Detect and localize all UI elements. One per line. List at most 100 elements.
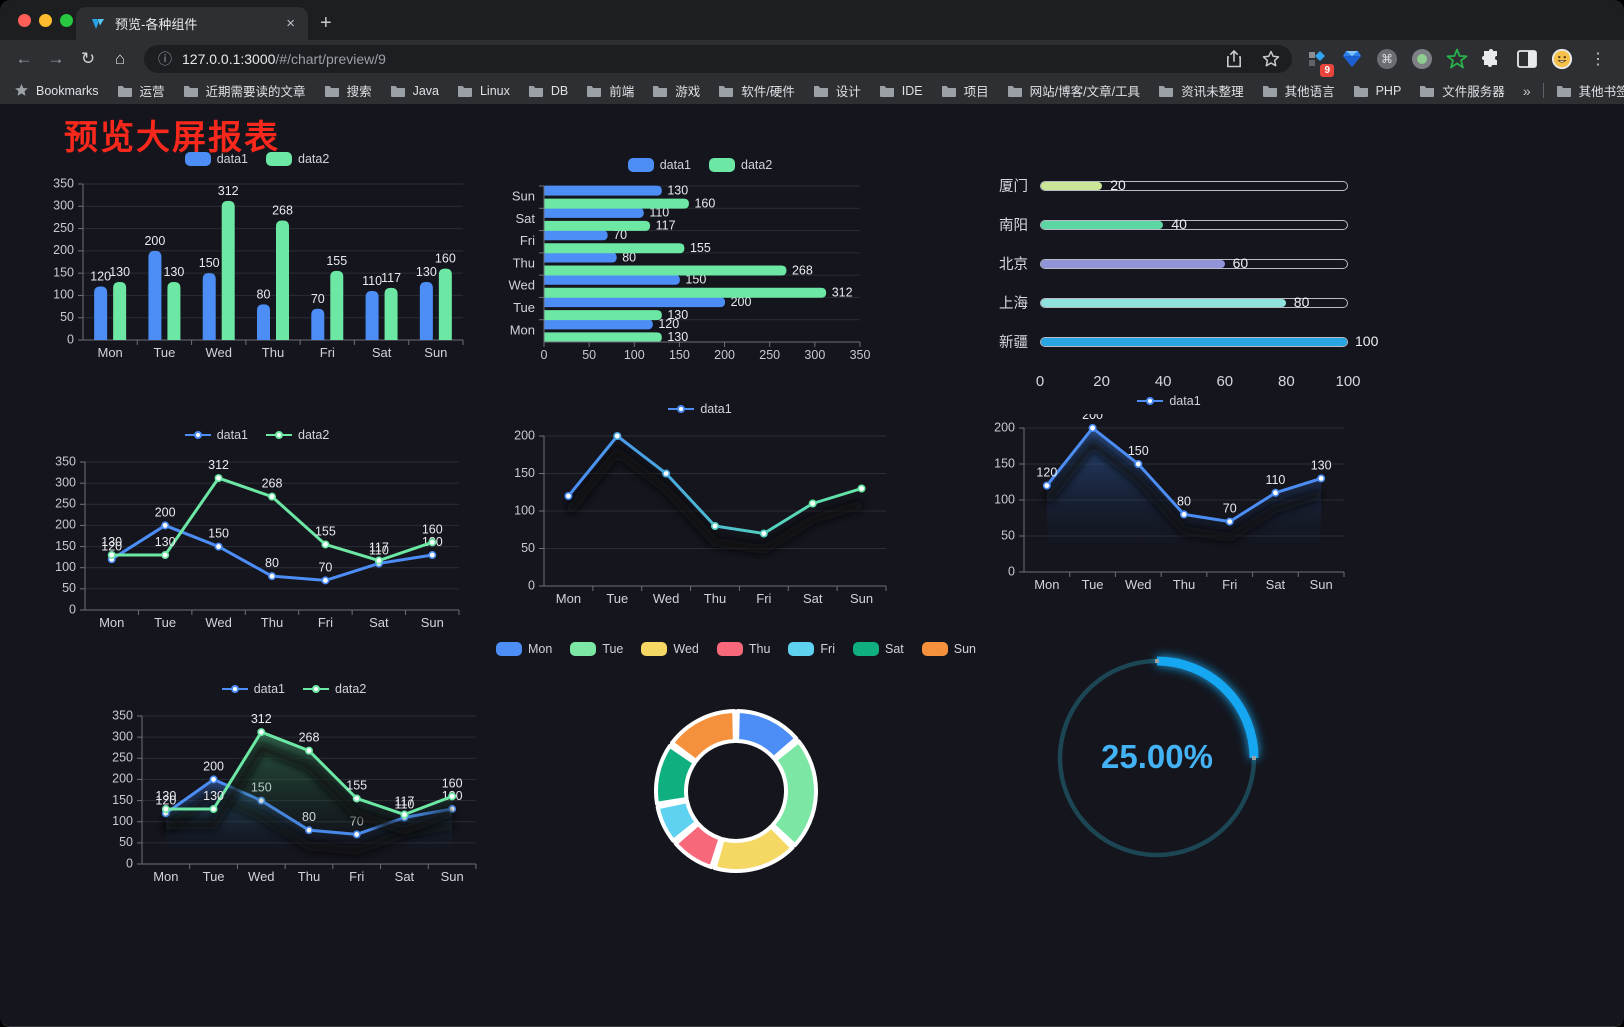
legend-item-data1[interactable]: data1 [184,428,248,442]
diamond-extension-icon[interactable] [1341,48,1363,70]
other-bookmarks-folder[interactable]: 其他书签 [1556,81,1624,100]
address-bar[interactable]: ⓘ 127.0.0.1:3000 /#/chart/preview/9 [144,44,1292,73]
tab-close-icon[interactable]: × [286,15,295,32]
legend-item-data2[interactable]: data2 [303,682,366,696]
svg-text:Fri: Fri [520,233,535,248]
legend-item-data2[interactable]: data2 [709,158,772,172]
legend-item-Wed[interactable]: Wed [641,642,699,656]
bookmarks-overflow-chevron[interactable]: » [1522,82,1531,99]
bookmark-folder-label: 游戏 [675,85,701,99]
legend-item-data1[interactable]: data1 [221,682,285,696]
forward-icon[interactable]: → [47,48,65,68]
bookmark-folder-item[interactable]: 前端 [586,81,634,100]
recorder-extension-icon[interactable] [1411,48,1433,70]
legend-item-Mon[interactable]: Mon [495,642,552,656]
svg-text:0: 0 [1008,564,1015,578]
bookmark-folder-item[interactable]: PHP [1353,81,1401,100]
svg-text:200: 200 [203,759,224,773]
bookmark-folder-item[interactable]: 运营 [117,81,165,100]
svg-text:Sun: Sun [850,591,873,606]
legend-item-data1[interactable]: data1 [627,158,691,172]
bookmark-folder-item[interactable]: 其他语言 [1262,81,1335,100]
green-star-extension-icon[interactable] [1446,48,1468,70]
bookmark-folder-item[interactable]: 资讯未整理 [1158,81,1244,100]
legend-swatch [627,158,654,172]
legend-item-Thu[interactable]: Thu [716,642,770,656]
svg-text:Fri: Fri [320,345,335,360]
svg-text:0: 0 [528,578,535,592]
axis-tick-label: 40 [1154,373,1172,390]
minimize-window-button[interactable] [39,14,52,27]
fullscreen-window-button[interactable] [60,14,73,27]
legend-item-Sat[interactable]: Sat [853,642,904,656]
profile-avatar[interactable] [1551,48,1573,70]
browser-menu-icon[interactable]: ⋮ [1590,50,1606,68]
capsule-fill [1041,259,1225,268]
home-icon[interactable]: ⌂ [114,48,126,68]
grouped-bar-chart: data1 data2 0 50 100 150 200 250 300 350 Mon Tue Wed… [45,146,469,368]
folder-icon [117,86,132,97]
bookmark-folder-item[interactable]: 近期需要读的文章 [183,81,306,100]
bookmark-folder-item[interactable]: 搜索 [324,81,372,100]
close-window-button[interactable] [18,14,31,27]
capsule-label: 上海 [999,296,1028,312]
svg-text:Sat: Sat [369,615,389,630]
svg-text:⌘: ⌘ [1381,52,1393,66]
legend-label: data2 [335,682,367,696]
bookmark-folder-item[interactable]: Java [390,81,439,100]
extensions-puzzle-icon[interactable] [1481,48,1503,70]
svg-text:Mon: Mon [1034,577,1059,592]
bookmark-folder-item[interactable]: 网站/博客/文章/工具 [1007,81,1140,100]
capsule-value: 100 [1355,332,1379,349]
legend-item-data2[interactable]: data2 [266,152,329,166]
svg-text:130: 130 [155,535,176,549]
browser-tab[interactable]: 预览-各种组件 × [76,7,308,40]
svg-text:312: 312 [251,712,272,726]
svg-text:0: 0 [69,602,76,616]
legend-line-marker [668,405,695,413]
bookmark-folder-item[interactable]: 软件/硬件 [718,81,795,100]
svg-text:350: 350 [53,176,74,190]
bookmark-folder-label: 运营 [139,85,165,99]
bookmark-folder-item[interactable]: DB [528,81,568,100]
tab-favicon-icon [92,18,104,29]
svg-text:Mon: Mon [97,345,122,360]
capsule-row-南阳: 南阳 40 [990,205,1348,244]
back-icon[interactable]: ← [15,48,33,68]
svg-text:Sat: Sat [1266,577,1286,592]
tab-title: 预览-各种组件 [115,17,198,32]
devtools-extension-icon[interactable]: 9 [1306,48,1334,77]
legend-item-Fri[interactable]: Fri [788,642,835,656]
svg-text:Fri: Fri [1222,577,1237,592]
legend-item-data2[interactable]: data2 [266,428,329,442]
svg-text:120: 120 [155,793,176,807]
svg-text:150: 150 [55,539,76,553]
svg-text:200: 200 [514,428,535,442]
bookmark-folder-item[interactable]: IDE [879,81,923,100]
legend-item-data1[interactable]: data1 [184,152,248,166]
site-info-icon[interactable]: ⓘ [158,50,172,67]
legend-item-data1[interactable]: data1 [668,402,732,416]
bookmark-star-icon[interactable] [1262,50,1280,68]
legend-item-Sun[interactable]: Sun [921,642,976,656]
svg-text:300: 300 [112,729,133,743]
legend-item-Tue[interactable]: Tue [570,642,623,656]
svg-text:50: 50 [582,348,596,362]
side-panel-icon[interactable] [1516,48,1538,70]
capsule-label: 新疆 [999,335,1028,351]
command-extension-icon[interactable]: ⌘ [1376,48,1398,70]
svg-text:100: 100 [112,814,133,828]
bookmark-folder-item[interactable]: Linux [457,81,510,100]
bookmark-folder-item[interactable]: 项目 [941,81,989,100]
bookmark-folder-label: DB [550,83,569,98]
bookmark-folder-item[interactable]: 游戏 [652,81,700,100]
reload-icon[interactable]: ↻ [80,48,96,68]
line-chart-canvas: 0 50 100 150 200 Mon Tue Wed Thu Fri Sat Sun 120 200 1… [994,414,1345,592]
new-tab-button[interactable]: + [320,12,332,34]
legend-item-data1[interactable]: data1 [1137,394,1201,408]
bookmark-folder-item[interactable]: 设计 [813,81,861,100]
bookmark-folder-item[interactable]: 文件服务器 [1419,81,1505,100]
bookmarks-manager-item[interactable]: Bookmarks [14,83,99,98]
capsule-value: 80 [1293,293,1310,310]
share-icon[interactable] [1226,49,1242,68]
